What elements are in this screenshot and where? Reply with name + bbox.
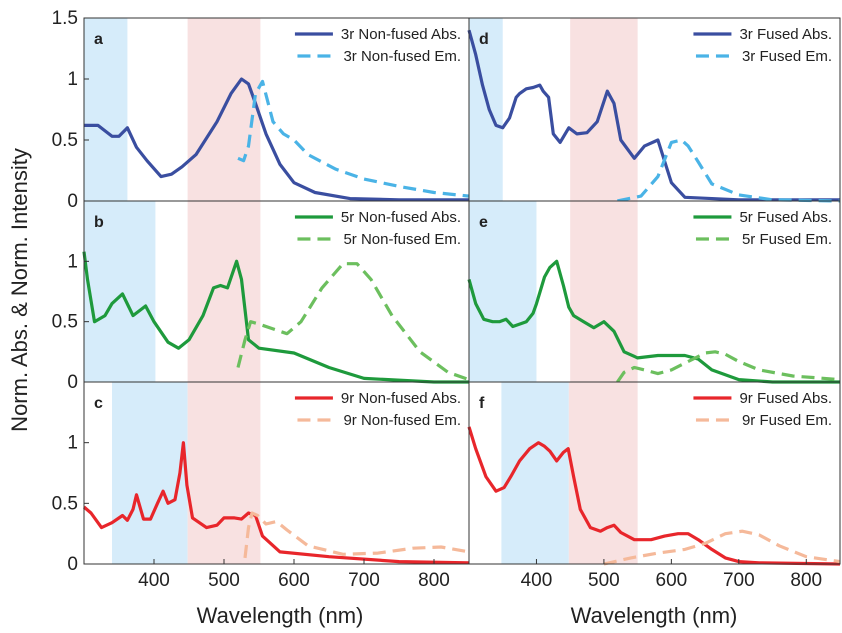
- series-line-b-1: [236, 262, 470, 382]
- legend-label-d-1: 3r Fused Em.: [742, 48, 832, 65]
- y-tick-label-a-3: 1.5: [52, 8, 78, 29]
- legend-label-f-1: 9r Fused Em.: [742, 412, 832, 429]
- y-tick-label-b-2: 1: [67, 251, 78, 272]
- band-c-1: [187, 382, 261, 564]
- series-line-a-1: [237, 79, 470, 198]
- series-line-b-0: [82, 251, 469, 384]
- series-line-d-1: [617, 138, 841, 203]
- band-e-0: [469, 201, 537, 382]
- legend-label-e-1: 5r Fused Em.: [742, 231, 832, 248]
- x-axis-title-right: Wavelength (nm): [571, 603, 738, 628]
- legend-label-f-0: 9r Fused Abs.: [739, 390, 832, 407]
- panel-label-d: d: [479, 31, 489, 48]
- legend-label-a-0: 3r Non-fused Abs.: [341, 26, 461, 43]
- x-tick-label-c-3: 700: [348, 570, 380, 591]
- y-tick-label-a-0: 0: [67, 191, 78, 212]
- series-line-c-1: [243, 511, 470, 559]
- legend-label-c-0: 9r Non-fused Abs.: [341, 390, 461, 407]
- panel-label-f: f: [479, 395, 485, 412]
- panel-frame-d: [468, 17, 841, 202]
- band-d-1: [570, 18, 638, 201]
- panel-e: e 5r Fused Abs. 5r Fused Em.: [467, 200, 841, 384]
- legend-label-d-0: 3r Fused Abs.: [739, 26, 832, 43]
- x-tick-label-f-2: 600: [656, 570, 688, 591]
- y-tick-label-c-0: 0: [67, 554, 78, 575]
- y-tick-label-b-1: 0.5: [52, 312, 78, 333]
- panel-label-c: c: [94, 395, 103, 412]
- panel-f: 400 500 600 700 800 f 9r Fused Abs. 9r Fused Em…: [467, 381, 841, 591]
- x-tick-label-f-4: 800: [790, 570, 822, 591]
- x-tick-label-f-1: 500: [588, 570, 620, 591]
- legend-label-c-1: 9r Non-fused Em.: [343, 412, 461, 429]
- panel-label-e: e: [479, 214, 488, 231]
- panel-d: d 3r Fused Abs. 3r Fused Em.: [467, 17, 841, 203]
- series-line-e-1: [616, 350, 841, 383]
- panel-label-a: a: [94, 31, 103, 48]
- legend-label-b-1: 5r Non-fused Em.: [343, 231, 461, 248]
- series-line-f-1: [603, 529, 841, 566]
- series-line-a-0: [84, 77, 469, 202]
- legend-label-e-0: 5r Fused Abs.: [739, 209, 832, 226]
- band-b-1: [187, 201, 261, 382]
- y-tick-label-c-2: 1: [67, 433, 78, 454]
- panel-b: 0 0.5 1 b 5r Non-fused Abs. 5r Non-fused Em.: [52, 200, 470, 393]
- panel-label-b: b: [94, 214, 104, 231]
- panel-c: 0 0.5 1 400 500 600 700 800 c 9r Non-fused Abs. 9r…: [52, 381, 470, 591]
- panel-frame-f: [468, 381, 841, 565]
- series-line-d-0: [467, 29, 840, 202]
- y-tick-label-a-1: 0.5: [52, 130, 78, 151]
- band-c-0: [112, 382, 188, 564]
- panel-a: 0 0.5 1 1.5 a 3r Non-fused Abs. 3r Non-fused E…: [52, 8, 470, 212]
- x-tick-label-c-0: 400: [138, 570, 170, 591]
- legend-label-a-1: 3r Non-fused Em.: [343, 48, 461, 65]
- x-tick-label-f-3: 700: [723, 570, 755, 591]
- y-axis-title: Norm. Abs. & Norm. Intensity: [7, 148, 32, 432]
- band-b-0: [84, 201, 156, 382]
- x-tick-label-c-2: 600: [278, 570, 310, 591]
- series-line-c-0: [82, 441, 470, 565]
- x-tick-label-f-0: 400: [521, 570, 553, 591]
- series-line-e-0: [467, 259, 840, 384]
- y-tick-label-b-0: 0: [67, 372, 78, 393]
- x-axis-title-left: Wavelength (nm): [197, 603, 364, 628]
- y-tick-label-c-1: 0.5: [52, 493, 78, 514]
- series-line-f-0: [467, 426, 841, 566]
- panel-frame-a: [83, 17, 470, 202]
- x-tick-label-c-1: 500: [208, 570, 240, 591]
- x-tick-label-c-4: 800: [418, 570, 450, 591]
- y-tick-label-a-2: 1: [67, 69, 78, 90]
- legend-label-b-0: 5r Non-fused Abs.: [341, 209, 461, 226]
- band-a-0: [84, 18, 128, 201]
